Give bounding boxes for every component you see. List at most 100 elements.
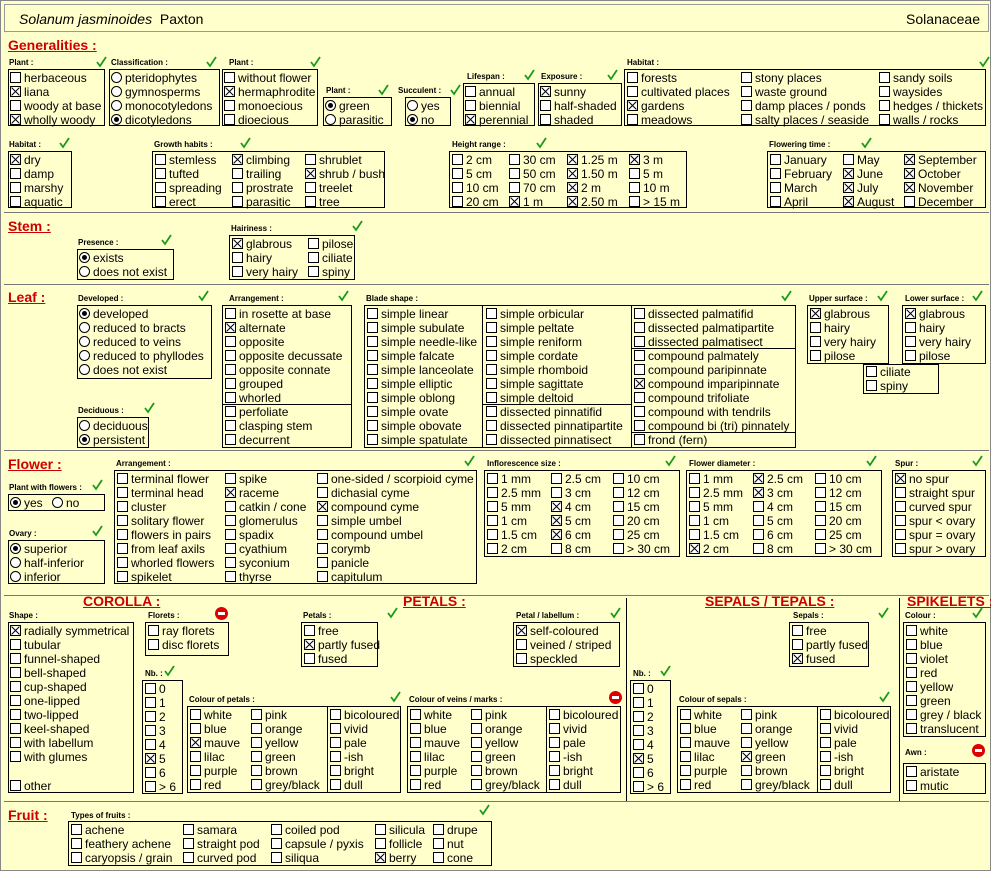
checkbox-control[interactable]: [629, 168, 640, 179]
checkbox-control[interactable]: [330, 737, 341, 748]
checkbox-control[interactable]: [866, 366, 877, 377]
checkbox-control[interactable]: [452, 182, 463, 193]
checkbox-control[interactable]: [895, 543, 906, 554]
checkbox-control[interactable]: [843, 168, 854, 179]
checkbox-control[interactable]: [689, 501, 700, 512]
checkbox-control[interactable]: [634, 322, 645, 333]
radio-control[interactable]: [79, 364, 90, 375]
radio-control[interactable]: [79, 322, 90, 333]
checkbox-control[interactable]: [895, 515, 906, 526]
radio-control[interactable]: [407, 114, 418, 125]
checkbox-control[interactable]: [410, 723, 421, 734]
checkbox-control[interactable]: [567, 182, 578, 193]
checkbox-control[interactable]: [465, 100, 476, 111]
checkbox-control[interactable]: [905, 322, 916, 333]
checkbox-control[interactable]: [680, 723, 691, 734]
checkbox-control[interactable]: [680, 709, 691, 720]
checkbox-control[interactable]: [330, 723, 341, 734]
checkbox-control[interactable]: [225, 515, 236, 526]
checkbox-control[interactable]: [629, 154, 640, 165]
checkbox-control[interactable]: [224, 100, 235, 111]
checkbox-control[interactable]: [895, 473, 906, 484]
checkbox-control[interactable]: [317, 515, 328, 526]
checkbox-control[interactable]: [741, 765, 752, 776]
radio-control[interactable]: [111, 86, 122, 97]
checkbox-control[interactable]: [225, 487, 236, 498]
checkbox-control[interactable]: [904, 196, 915, 207]
checkbox-control[interactable]: [487, 473, 498, 484]
checkbox-control[interactable]: [225, 571, 236, 582]
checkbox-control[interactable]: [305, 182, 316, 193]
checkbox-control[interactable]: [10, 182, 21, 193]
radio-control[interactable]: [79, 434, 90, 445]
checkbox-control[interactable]: [906, 780, 917, 791]
checkbox-control[interactable]: [627, 100, 638, 111]
checkbox-control[interactable]: [906, 766, 917, 777]
checkbox-control[interactable]: [741, 709, 752, 720]
checkbox-control[interactable]: [10, 723, 21, 734]
radio-control[interactable]: [325, 114, 336, 125]
checkbox-control[interactable]: [155, 196, 166, 207]
checkbox-control[interactable]: [486, 378, 497, 389]
checkbox-control[interactable]: [680, 765, 691, 776]
checkbox-control[interactable]: [224, 86, 235, 97]
checkbox-control[interactable]: [145, 781, 156, 792]
checkbox-control[interactable]: [317, 529, 328, 540]
checkbox-control[interactable]: [232, 168, 243, 179]
checkbox-control[interactable]: [810, 336, 821, 347]
checkbox-control[interactable]: [516, 653, 527, 664]
checkbox-control[interactable]: [486, 308, 497, 319]
checkbox-control[interactable]: [633, 683, 644, 694]
radio-control[interactable]: [79, 336, 90, 347]
checkbox-control[interactable]: [895, 501, 906, 512]
checkbox-control[interactable]: [486, 364, 497, 375]
checkbox-control[interactable]: [71, 824, 82, 835]
checkbox-control[interactable]: [183, 852, 194, 863]
checkbox-control[interactable]: [304, 625, 315, 636]
checkbox-control[interactable]: [509, 168, 520, 179]
checkbox-control[interactable]: [190, 709, 201, 720]
checkbox-control[interactable]: [549, 737, 560, 748]
checkbox-control[interactable]: [148, 625, 159, 636]
checkbox-control[interactable]: [471, 765, 482, 776]
checkbox-control[interactable]: [145, 697, 156, 708]
checkbox-control[interactable]: [895, 529, 906, 540]
checkbox-control[interactable]: [792, 653, 803, 664]
checkbox-control[interactable]: [689, 473, 700, 484]
checkbox-control[interactable]: [225, 378, 236, 389]
radio-control[interactable]: [79, 350, 90, 361]
checkbox-control[interactable]: [10, 168, 21, 179]
checkbox-control[interactable]: [770, 196, 781, 207]
checkbox-control[interactable]: [225, 529, 236, 540]
checkbox-control[interactable]: [10, 154, 21, 165]
checkbox-control[interactable]: [317, 557, 328, 568]
checkbox-control[interactable]: [10, 653, 21, 664]
checkbox-control[interactable]: [895, 487, 906, 498]
checkbox-control[interactable]: [225, 364, 236, 375]
checkbox-control[interactable]: [330, 765, 341, 776]
checkbox-control[interactable]: [251, 765, 262, 776]
checkbox-control[interactable]: [367, 336, 378, 347]
checkbox-control[interactable]: [232, 154, 243, 165]
checkbox-control[interactable]: [367, 378, 378, 389]
checkbox-control[interactable]: [634, 336, 645, 347]
checkbox-control[interactable]: [375, 838, 386, 849]
checkbox-control[interactable]: [410, 751, 421, 762]
checkbox-control[interactable]: [10, 100, 21, 111]
checkbox-control[interactable]: [810, 350, 821, 361]
checkbox-control[interactable]: [820, 723, 831, 734]
checkbox-control[interactable]: [549, 751, 560, 762]
checkbox-control[interactable]: [224, 72, 235, 83]
checkbox-control[interactable]: [305, 154, 316, 165]
checkbox-control[interactable]: [271, 852, 282, 863]
checkbox-control[interactable]: [689, 515, 700, 526]
checkbox-control[interactable]: [224, 114, 235, 125]
checkbox-control[interactable]: [117, 487, 128, 498]
checkbox-control[interactable]: [906, 639, 917, 650]
checkbox-control[interactable]: [317, 571, 328, 582]
checkbox-control[interactable]: [145, 725, 156, 736]
checkbox-control[interactable]: [410, 765, 421, 776]
checkbox-control[interactable]: [820, 737, 831, 748]
checkbox-control[interactable]: [866, 380, 877, 391]
checkbox-control[interactable]: [820, 779, 831, 790]
